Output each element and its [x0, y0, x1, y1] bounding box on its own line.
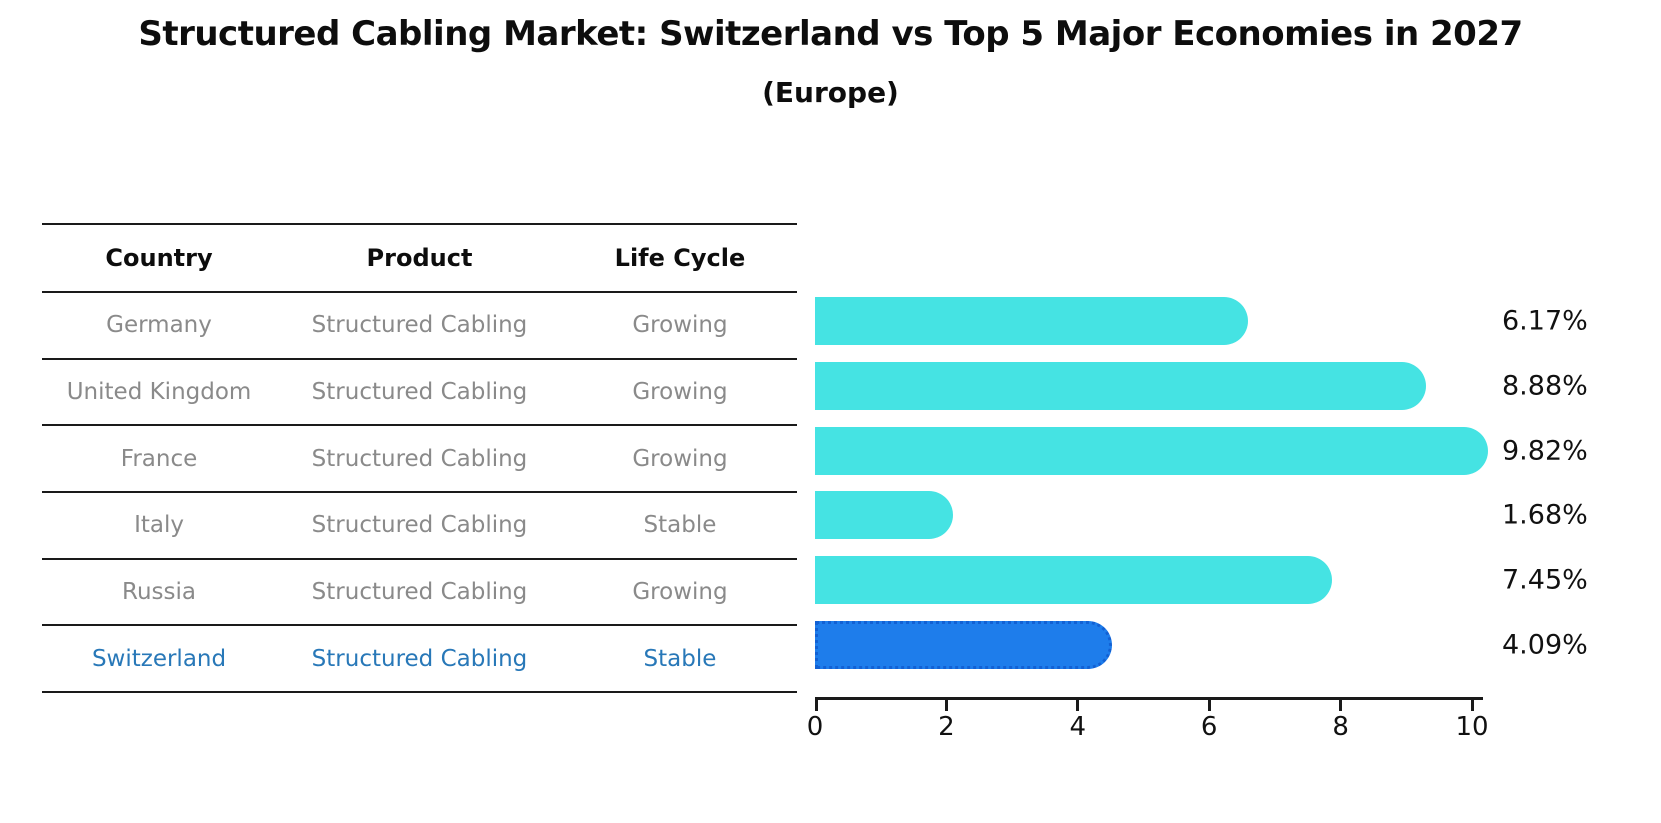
cell-product: Structured Cabling [311, 645, 528, 672]
cell-country: Russia [122, 579, 197, 606]
cell-product: Structured Cabling [311, 379, 528, 406]
cell-lifecycle: Growing [632, 445, 728, 472]
table-row: Russia Structured Cabling Growing [42, 560, 797, 627]
x-axis-tick [944, 700, 948, 711]
column-header-product: Product [366, 244, 473, 272]
page-subtitle: (Europe) [762, 76, 899, 109]
cell-country: France [120, 445, 198, 472]
x-axis-tick-label: 10 [1455, 712, 1489, 742]
cell-product: Structured Cabling [311, 579, 528, 606]
table-row: Italy Structured Cabling Stable [42, 493, 797, 560]
cell-country: Switzerland [91, 645, 227, 672]
x-axis-line [815, 697, 1483, 700]
bar-germany [815, 297, 1249, 346]
bar-france [815, 426, 1489, 475]
cell-lifecycle: Stable [643, 645, 717, 672]
bar-value-label: 6.17% [1502, 305, 1588, 337]
bar-value-label: 8.88% [1502, 370, 1588, 402]
x-axis-tick [1207, 700, 1211, 711]
bar-switzerland [815, 620, 1112, 669]
x-axis: 0 2 4 6 8 10 [807, 697, 1661, 757]
bar-value-label: 9.82% [1502, 435, 1588, 467]
x-axis-tick-label: 2 [938, 712, 955, 742]
table-row: Germany Structured Cabling Growing [42, 293, 797, 360]
table-header-row: Country Product Life Cycle [42, 225, 797, 293]
cell-product: Structured Cabling [311, 312, 528, 339]
table-row: Switzerland Structured Cabling Stable [42, 626, 797, 694]
cell-country: Germany [106, 312, 212, 339]
bar-value-label: 4.09% [1502, 629, 1588, 661]
cell-lifecycle: Growing [632, 312, 728, 339]
x-axis-tick-label: 0 [806, 712, 824, 742]
table-row: France Structured Cabling Growing [42, 426, 797, 494]
cell-country: Italy [134, 512, 184, 539]
bar-russia [815, 556, 1333, 605]
cell-country: United Kingdom [66, 379, 252, 406]
bar-value-label: 1.68% [1502, 499, 1588, 531]
bar-united-kingdom [815, 362, 1427, 411]
bar-chart: 6.17% 8.88% 9.82% 1.68% 7.45% 4.09% [815, 289, 1661, 678]
x-axis-tick-label: 4 [1069, 712, 1087, 742]
bar-row-switzerland: 4.09% [815, 613, 1661, 678]
cell-lifecycle: Growing [632, 379, 728, 406]
x-axis-tick-label: 6 [1200, 712, 1218, 742]
x-axis-tick [1076, 700, 1080, 711]
x-axis-tick [1470, 700, 1474, 711]
cell-lifecycle: Stable [643, 512, 717, 539]
x-axis-tick [815, 700, 818, 711]
cell-lifecycle: Growing [632, 579, 728, 606]
bar-row-italy: 1.68% [815, 483, 1661, 548]
bar-row-russia: 7.45% [815, 548, 1661, 613]
bar-row-france: 9.82% [815, 418, 1661, 483]
table-row: United Kingdom Structured Cabling Growing [42, 360, 797, 427]
x-axis-tick [1339, 700, 1343, 711]
bar-row-united-kingdom: 8.88% [815, 354, 1661, 419]
cell-product: Structured Cabling [311, 445, 528, 472]
page-title: Structured Cabling Market: Switzerland v… [138, 14, 1523, 54]
cell-product: Structured Cabling [311, 512, 528, 539]
bar-value-label: 7.45% [1502, 564, 1588, 596]
bar-row-germany: 6.17% [815, 289, 1661, 354]
column-header-lifecycle: Life Cycle [614, 244, 746, 272]
x-axis-tick-label: 8 [1332, 712, 1349, 742]
country-table: Country Product Life Cycle Germany Struct… [42, 223, 797, 694]
bar-italy [815, 491, 954, 540]
column-header-country: Country [105, 244, 213, 272]
